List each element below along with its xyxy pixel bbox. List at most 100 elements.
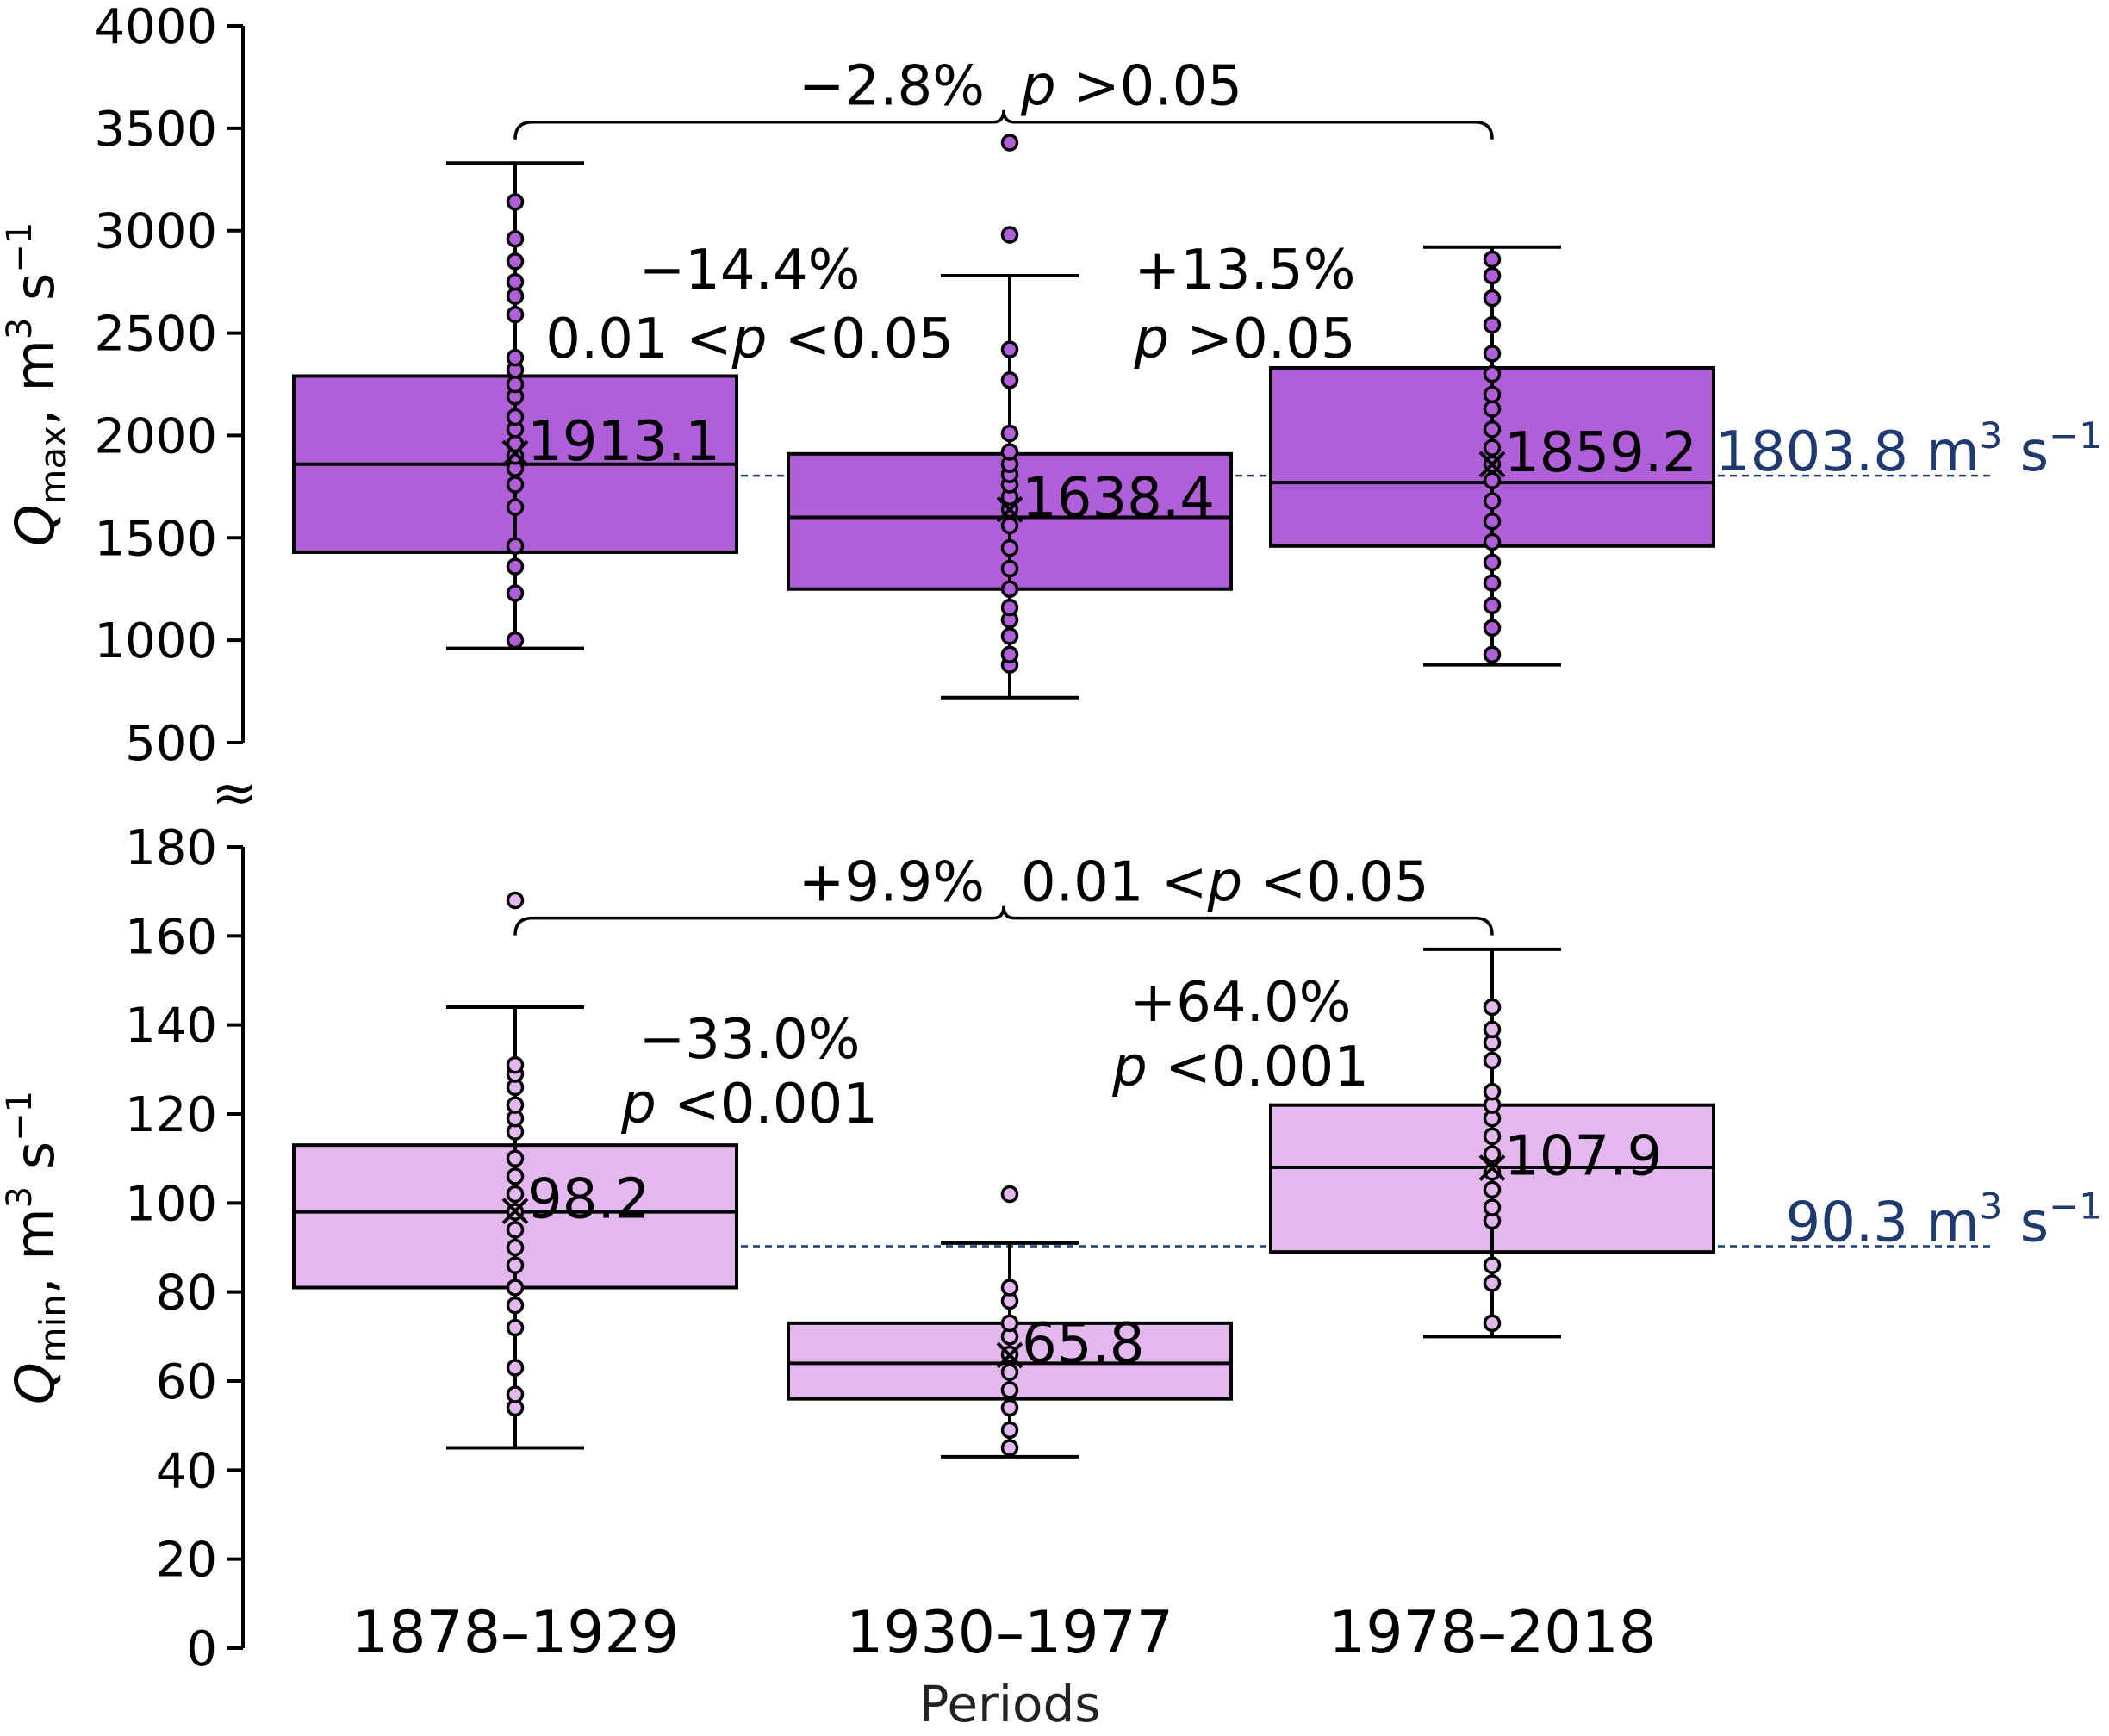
data-point	[1483, 492, 1502, 510]
y-tick-label: 140	[125, 999, 217, 1055]
data-point	[506, 193, 525, 211]
data-point	[1483, 998, 1502, 1017]
reference-unit-sup: 3	[1980, 414, 2003, 457]
data-point	[506, 1149, 525, 1167]
p-symbol: p	[620, 1073, 656, 1136]
data-point	[506, 584, 525, 602]
data-point	[506, 1296, 525, 1315]
ylabel-unit: , m	[3, 339, 66, 426]
data-point	[506, 1359, 525, 1377]
mean-label: 1913.1	[527, 410, 720, 474]
data-point	[1483, 385, 1502, 404]
mean-label: 1638.4	[1022, 466, 1215, 530]
y-tick-label: 500	[125, 716, 217, 772]
mean-marker	[1478, 451, 1506, 478]
ylabel-subscript: max	[32, 426, 74, 505]
x-axis-label: Periods	[918, 1675, 1100, 1733]
mean-marker	[996, 1341, 1023, 1369]
ylabel-unit-sup: 3	[0, 318, 40, 339]
data-point	[1000, 443, 1019, 461]
mean-label: 98.2	[527, 1168, 650, 1232]
data-point	[1000, 627, 1019, 645]
data-point	[1483, 289, 1502, 308]
mean-marker	[1478, 1154, 1506, 1181]
data-point	[506, 476, 525, 494]
data-point	[1483, 574, 1502, 592]
reference-unit-s: s	[2002, 1191, 2049, 1254]
data-point	[506, 1256, 525, 1274]
data-point	[1000, 598, 1019, 617]
data-point	[1483, 345, 1502, 363]
data-point	[506, 1055, 525, 1074]
data-point	[1000, 1185, 1019, 1204]
data-point	[1000, 516, 1019, 535]
reference-value: 1803.8 m	[1715, 420, 1980, 484]
mean-marker	[996, 495, 1023, 523]
box-group: 1638.4	[787, 134, 1233, 700]
y-tick-label: 1000	[94, 613, 217, 669]
y-tick-label: 20	[156, 1533, 217, 1589]
data-point	[506, 1185, 525, 1204]
comparison-bracket	[513, 109, 1494, 140]
y-tick-label: 3000	[94, 204, 217, 260]
reference-label: 90.3 m3 s−1	[1785, 1185, 2102, 1254]
ylabel-subscript: min	[32, 1294, 74, 1362]
comparison-p-label: p >0.05	[1133, 308, 1355, 371]
data-point	[1483, 266, 1502, 285]
data-point	[506, 1096, 525, 1114]
data-point	[506, 631, 525, 650]
box-group: 98.2	[292, 891, 738, 1450]
y-tick-label: 4000	[94, 0, 217, 55]
comparison-p-label: p <0.001	[1111, 1036, 1369, 1099]
axis-break-symbol: ≈	[211, 762, 258, 825]
bracket-change-label: +9.9%	[799, 851, 985, 915]
ylabel-unit-s-sup: −1	[0, 222, 40, 273]
data-point	[506, 1385, 525, 1403]
p-value: >0.05	[1056, 55, 1242, 119]
data-point	[506, 557, 525, 576]
y-tick-label: 2500	[94, 307, 217, 363]
y-tick-label: 1500	[94, 511, 217, 567]
mean-label: 65.8	[1022, 1312, 1145, 1376]
data-point	[506, 375, 525, 394]
data-point	[506, 287, 525, 306]
p-value: <0.05	[767, 308, 953, 371]
data-point	[1000, 1363, 1019, 1381]
reference-unit-s: s	[2002, 420, 2049, 484]
y-tick-label: 160	[125, 909, 217, 965]
data-point	[506, 272, 525, 291]
data-point	[1483, 1051, 1502, 1070]
data-point	[1483, 1198, 1502, 1216]
p-symbol: p	[731, 308, 768, 371]
data-point	[1000, 1314, 1019, 1333]
p-prefix: 0.01 <	[1021, 851, 1207, 915]
ylabel-unit-s-sup: −1	[0, 1091, 40, 1142]
panel-qmax: 500 1000 1500 2000 2500 3000 3500 4000 Qmax, m3 …	[0, 0, 2102, 772]
data-point	[1483, 1082, 1502, 1101]
reference-unit-s-sup: −1	[2049, 1185, 2102, 1227]
data-point	[506, 1221, 525, 1239]
shared-axis-elements: ≈ Periods 1878–1929 1930–1977 1978–2018	[211, 762, 1656, 1733]
ylabel-symbol: Q	[3, 504, 66, 546]
comparison-bracket	[513, 905, 1494, 936]
data-point	[506, 891, 525, 910]
data-point	[1000, 424, 1019, 443]
data-point	[1483, 1274, 1502, 1292]
data-point	[1483, 513, 1502, 531]
x-tick-label: 1878–1929	[352, 1599, 679, 1667]
reference-value: 90.3 m	[1785, 1191, 1979, 1254]
data-point	[1483, 532, 1502, 551]
data-point	[506, 1167, 525, 1185]
ylabel-unit-sup: 3	[0, 1186, 40, 1208]
reference-unit-s-sup: −1	[2049, 414, 2102, 457]
data-point	[1483, 1314, 1502, 1333]
reference-unit-sup: 3	[1980, 1185, 2003, 1227]
y-tick-label: 3500	[94, 102, 217, 158]
data-point	[1483, 619, 1502, 638]
mean-label: 1859.2	[1504, 421, 1697, 485]
p-value: <0.05	[1242, 851, 1428, 915]
bracket-p-label: p >0.05	[1020, 55, 1242, 119]
data-point	[1483, 1127, 1502, 1146]
